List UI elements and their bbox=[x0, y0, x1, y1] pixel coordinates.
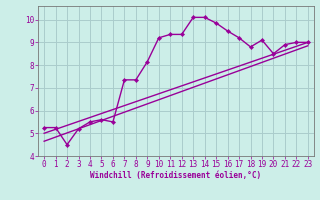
X-axis label: Windchill (Refroidissement éolien,°C): Windchill (Refroidissement éolien,°C) bbox=[91, 171, 261, 180]
